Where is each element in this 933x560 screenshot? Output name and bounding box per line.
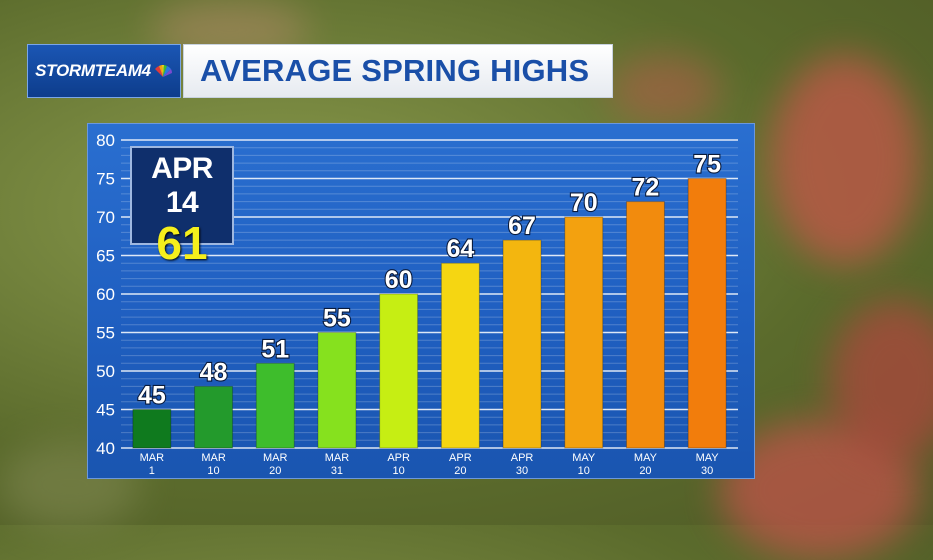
x-tick-label: 20 [454,465,466,477]
data-label: 45 [138,382,166,410]
bar [564,216,604,449]
data-label: 60 [385,266,413,294]
highlight-date: APR 14 [151,152,213,219]
bar [317,332,357,449]
y-tick-label: 70 [96,208,115,227]
peacock-icon [154,65,172,77]
background-tulip [830,300,933,460]
bar [379,293,419,449]
highlight-box: APR 14 61 [130,146,234,266]
x-tick-label: 10 [393,465,405,477]
data-label: 67 [508,212,536,240]
bar [255,362,295,449]
x-tick-label: 20 [269,465,281,477]
bar [625,201,665,449]
chart-title-text: AVERAGE SPRING HIGHS [200,53,590,88]
bar [440,262,480,449]
x-tick-label: 10 [207,465,219,477]
x-tick-label: 30 [701,465,713,477]
chart-panel: 40 45 50 55 60 65 70 75 80 45 MAR 1 48 MAR 10 51 MAR 20 55… [87,123,755,479]
y-tick-label: 55 [96,324,115,343]
x-tick-label: 20 [639,465,651,477]
chart-title: AVERAGE SPRING HIGHS [183,44,613,98]
x-tick-label: 1 [149,465,155,477]
bar [194,385,234,449]
y-tick-label: 50 [96,362,115,381]
y-tick-label: 40 [96,439,115,458]
bar [687,178,727,449]
data-label: 51 [261,335,289,363]
x-tick-label: MAR [325,452,350,464]
data-label: 70 [570,189,598,217]
bar [132,409,172,449]
x-tick-label: 30 [516,465,528,477]
y-tick-label: 80 [96,131,115,150]
y-tick-label: 45 [96,401,115,420]
stormteam4-logo: STORMTEAM4 [27,44,181,98]
x-tick-label: APR [449,452,472,464]
data-label: 75 [693,151,721,179]
background-tulip [770,55,920,265]
x-tick-label: 31 [331,465,343,477]
background-tulip [610,55,720,125]
data-label: 72 [632,174,660,202]
data-label: 55 [323,305,351,333]
x-tick-label: APR [387,452,410,464]
data-label: 48 [200,358,228,386]
brand-logo-text: STORMTEAM4 [35,61,151,80]
y-tick-label: 60 [96,285,115,304]
bar [502,239,542,449]
y-tick-label: 75 [96,170,115,189]
x-tick-label: MAY [572,452,596,464]
x-tick-label: APR [511,452,534,464]
bar-chart: 40455055606570758045MAR148MAR1051MAR2055… [96,131,738,477]
highlight-value: 61 [156,217,208,269]
x-tick-label: MAR [201,452,226,464]
x-tick-label: MAR [140,452,165,464]
x-tick-label: MAY [634,452,658,464]
x-tick-label: MAY [696,452,720,464]
x-tick-label: MAR [263,452,288,464]
x-tick-label: 10 [578,465,590,477]
y-tick-label: 65 [96,247,115,266]
data-label: 64 [446,235,474,263]
